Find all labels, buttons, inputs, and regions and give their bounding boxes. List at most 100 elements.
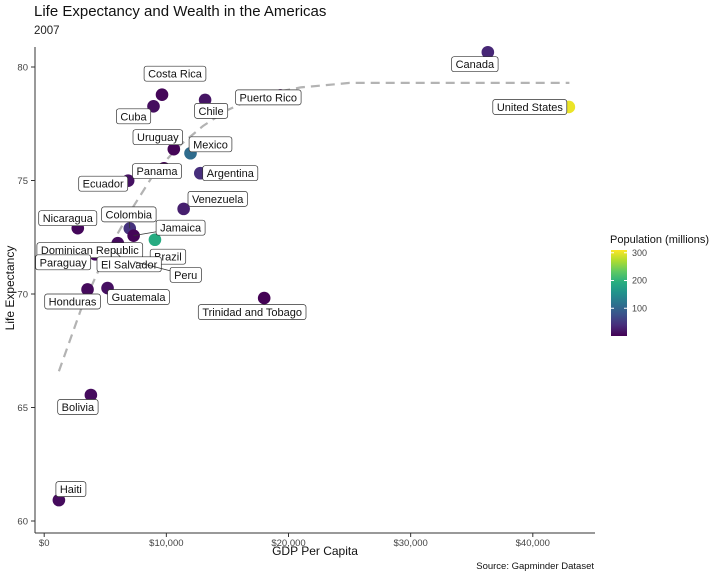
- legend-ticks: 100 200 300: [611, 248, 647, 313]
- point-label: Haiti: [55, 481, 87, 497]
- label-box: [101, 206, 157, 223]
- point-label: Honduras: [44, 293, 101, 310]
- point-label-text: Nicaragua: [43, 213, 94, 225]
- point-label-text: Puerto Rico: [240, 92, 297, 104]
- label-box: [38, 210, 98, 227]
- data-point: [177, 202, 190, 216]
- legend: Population (millions) 100 200 300: [610, 234, 709, 336]
- point-label-text: El Salvador: [101, 259, 158, 271]
- point-label-text: Haiti: [60, 484, 82, 496]
- data-point: [148, 233, 162, 247]
- point-label: Canada: [451, 56, 499, 73]
- x-tick-label: $10,000: [149, 538, 183, 549]
- point-label: Bolivia: [57, 399, 99, 415]
- point-label: Ecuador: [78, 175, 129, 192]
- point-label: Chile: [194, 103, 229, 119]
- data-point: [167, 142, 181, 156]
- point-label: Colombia: [101, 206, 157, 223]
- y-tick-label: 65: [17, 403, 28, 414]
- label-box: [492, 99, 568, 115]
- label-box: [187, 191, 248, 207]
- label-box: [107, 289, 170, 305]
- point-label: United States: [492, 99, 568, 115]
- point-label: Trinidad and Tobago: [197, 304, 307, 320]
- point-label-text: Bolivia: [62, 402, 95, 414]
- y-tick-label: 80: [17, 63, 28, 74]
- point-label-text: Chile: [199, 106, 224, 118]
- label-box: [188, 136, 233, 153]
- y-axis-title: Life Expectancy: [3, 246, 17, 331]
- data-point: [84, 388, 98, 402]
- label-box: [235, 89, 302, 106]
- point-label-text: Colombia: [106, 209, 153, 221]
- label-box: [57, 399, 99, 415]
- point-label: Guatemala: [107, 289, 170, 305]
- point-label-text: Costa Rica: [148, 69, 203, 81]
- point-label-text: Guatemala: [112, 292, 167, 304]
- label-box: [132, 129, 183, 146]
- chart-title: Life Expectancy and Wealth in the Americ…: [34, 3, 326, 20]
- data-point: [81, 283, 94, 296]
- point-label: Cuba: [116, 108, 152, 125]
- data-point: [52, 493, 66, 507]
- point-label-text: Honduras: [49, 296, 97, 308]
- legend-title: Population (millions): [610, 234, 709, 246]
- label-box: [116, 108, 152, 125]
- label-box: [55, 481, 87, 497]
- point-label-text: Cuba: [120, 111, 147, 123]
- point-label-text: Venezuela: [192, 194, 244, 206]
- chart-caption: Source: Gapminder Dataset: [476, 561, 594, 572]
- point-label-text: Trinidad and Tobago: [202, 307, 302, 319]
- point-label: Costa Rica: [143, 65, 207, 82]
- y-ticks: 60 65 70 75 80: [17, 63, 35, 528]
- legend-tick-label: 100: [632, 303, 647, 313]
- y-tick-label: 75: [17, 176, 28, 187]
- point-label: Panama: [132, 163, 182, 180]
- label-box: [451, 56, 499, 73]
- x-tick-label: $30,000: [393, 538, 427, 549]
- label-box: [44, 293, 101, 310]
- x-tick-label: $0: [39, 538, 50, 549]
- data-point: [257, 291, 271, 305]
- x-tick-label: $20,000: [271, 538, 305, 549]
- point-label-text: Mexico: [193, 139, 228, 151]
- data-point: [155, 88, 169, 101]
- point-label-text: Ecuador: [83, 179, 124, 191]
- point-label: Jamaica: [155, 219, 206, 236]
- point-label: El Salvador: [96, 256, 162, 273]
- point-label: Paraguay: [35, 254, 92, 271]
- point-label-text: Paraguay: [40, 257, 88, 269]
- point-label: Venezuela: [187, 191, 248, 207]
- legend-colorbar: [611, 250, 627, 336]
- label-box: [197, 304, 307, 320]
- chart-subtitle: 2007: [34, 25, 60, 37]
- data-point: [481, 45, 495, 59]
- x-tick-label: $40,000: [516, 538, 550, 549]
- point-label: Puerto Rico: [235, 89, 302, 106]
- point-label: Mexico: [188, 136, 233, 153]
- point-label-text: Panama: [137, 166, 179, 178]
- label-box: [143, 65, 207, 82]
- y-tick-label: 60: [17, 517, 28, 528]
- label-box: [155, 219, 206, 236]
- point-label-text: Jamaica: [160, 223, 202, 235]
- point-labels: Canada United States Costa Rica Chile Puerto…: [35, 56, 568, 497]
- point-label: Argentina: [202, 165, 259, 182]
- label-box: [35, 254, 92, 271]
- y-tick-label: 70: [17, 290, 28, 301]
- x-ticks: $0 $10,000 $20,000 $30,000 $40,000: [39, 533, 550, 549]
- point-label-text: Canada: [456, 59, 495, 71]
- point-label-text: Uruguay: [137, 132, 179, 144]
- label-box: [202, 165, 259, 182]
- point-label: Nicaragua: [38, 210, 98, 227]
- label-box: [132, 163, 182, 180]
- point-label: Peru: [169, 266, 202, 283]
- trend-line: [57, 81, 570, 372]
- label-box: [169, 266, 202, 283]
- point-label-text: Dominican Republic: [41, 245, 139, 257]
- label-box: [96, 256, 162, 273]
- point-label: Uruguay: [132, 129, 183, 146]
- legend-tick-label: 300: [632, 248, 647, 258]
- legend-tick-label: 200: [632, 276, 647, 286]
